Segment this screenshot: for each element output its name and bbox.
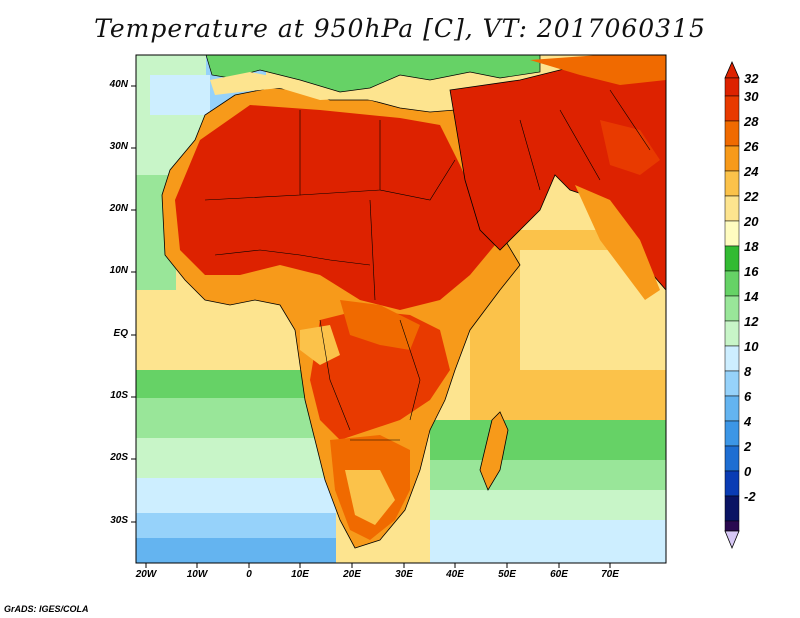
x-tick-label: 40E [446, 569, 464, 580]
x-tick-label: 60E [550, 569, 568, 580]
y-tick-label: 10S [110, 390, 128, 401]
x-tick-label: 10E [291, 569, 309, 580]
colorbar-label: 2 [744, 439, 752, 454]
x-tick-label: 70E [601, 569, 619, 580]
europe-mediterranean [205, 54, 541, 108]
y-tick-label: 20S [110, 452, 128, 463]
axis-ticks [131, 85, 611, 568]
colorbar-label: 0 [744, 464, 752, 479]
y-tick-label: EQ [113, 328, 128, 339]
credit-label: GrADS: IGES/COLA [4, 604, 89, 614]
middle-east-asia [449, 55, 667, 300]
colorbar-label: 16 [744, 264, 759, 279]
y-tick-label: 30N [109, 141, 128, 152]
colorbar-label: 26 [744, 139, 759, 154]
colorbar-label: 6 [744, 389, 752, 404]
colorbar-label: -2 [744, 489, 756, 504]
colorbar-label: 24 [744, 164, 759, 179]
colorbar [724, 61, 740, 550]
colorbar-label: 10 [744, 339, 759, 354]
colorbar-label: 32 [744, 71, 759, 86]
x-tick-label: 20W [135, 569, 157, 580]
y-tick-label: 20N [109, 203, 128, 214]
colorbar-top-arrow [724, 61, 740, 79]
colorbar-label: 8 [744, 364, 752, 379]
colorbar-label: 4 [744, 414, 752, 429]
x-tick-label: 10W [186, 569, 208, 580]
x-tick-label: 20E [343, 569, 361, 580]
colorbar-label: 12 [744, 314, 759, 329]
colorbar-label: 22 [744, 189, 759, 204]
y-tick-label: 40N [109, 79, 128, 90]
colorbar-bottom-arrow [724, 530, 740, 550]
colorbar-label: 14 [744, 289, 759, 304]
africa-landmass [161, 87, 521, 549]
x-tick-label: 50E [498, 569, 516, 580]
x-tick-label: 0 [246, 569, 252, 580]
colorbar-label: 20 [744, 214, 759, 229]
y-tick-label: 30S [110, 515, 128, 526]
y-tick-label: 10N [109, 265, 128, 276]
country-borders [204, 89, 651, 441]
colorbar-label: 18 [744, 239, 759, 254]
map-title: Temperature at 950hPa [C], VT: 201706031… [94, 14, 706, 43]
colorbar-label: 28 [744, 114, 759, 129]
colorbar-label: 30 [744, 89, 759, 104]
x-tick-label: 30E [395, 569, 413, 580]
map-frame [135, 54, 667, 564]
